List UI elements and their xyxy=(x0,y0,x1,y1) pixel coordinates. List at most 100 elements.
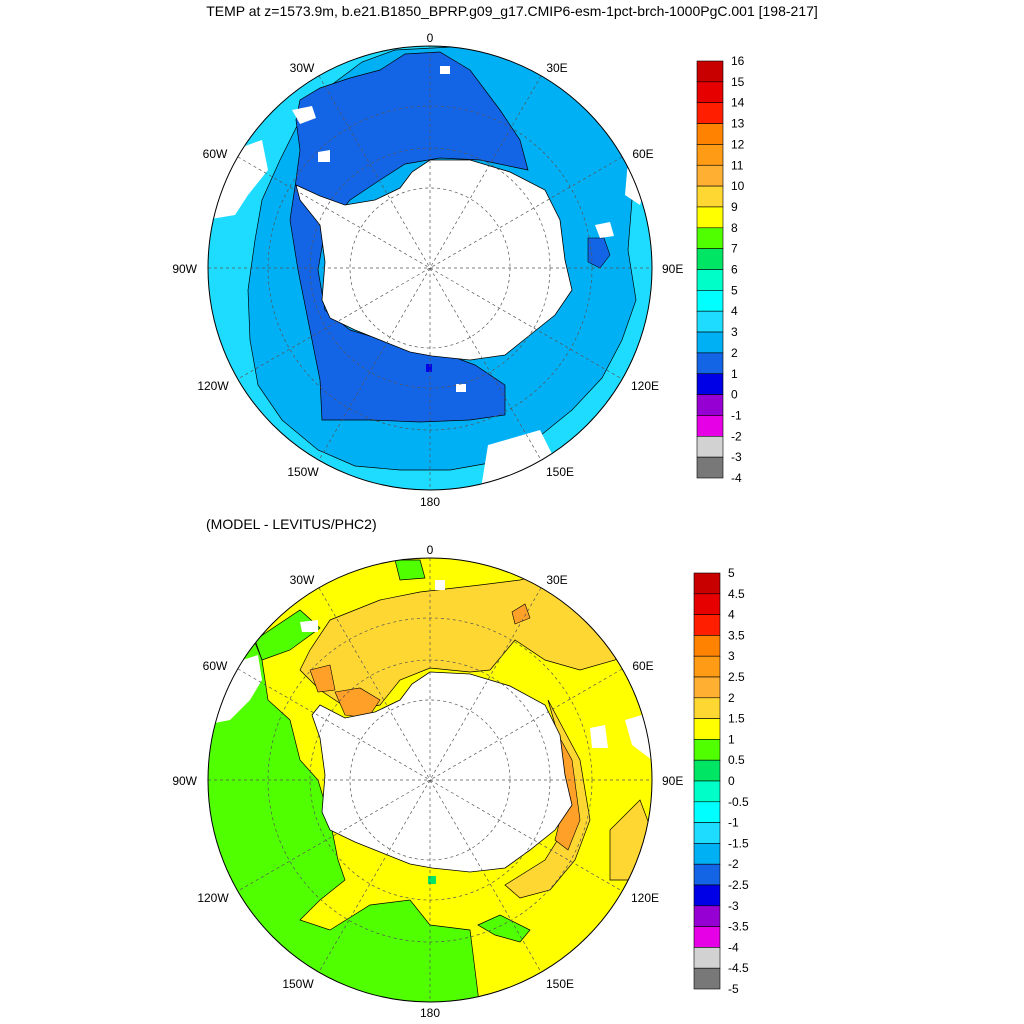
colorbar-swatch xyxy=(696,102,724,124)
lon-label-60w: 60W xyxy=(203,147,228,161)
map-boundary xyxy=(207,45,653,491)
colorbar-swatch xyxy=(693,614,721,636)
colorbar-swatch xyxy=(693,676,721,699)
colorbar-label: 1.5 xyxy=(728,712,745,726)
ocean-1-2-patch-east xyxy=(587,237,611,269)
colorbar-label: 14 xyxy=(731,96,745,110)
colorbar-swatch xyxy=(693,593,721,615)
lon-label-180-bottom: 180 xyxy=(420,1006,440,1020)
colorbar-swatch xyxy=(693,863,721,886)
diff-2-2.5-patch-w xyxy=(309,664,336,693)
lon-label-60w-bottom: 60W xyxy=(203,659,228,673)
lon-label-0-bottom: 0 xyxy=(427,543,434,557)
lon-label-120e-bottom: 120E xyxy=(631,891,659,905)
colorbar-label: 2.5 xyxy=(728,670,745,684)
lon-label-150e-bottom: 150E xyxy=(546,977,574,991)
colorbar-label: -5 xyxy=(728,982,739,996)
ocean-1-2-region xyxy=(289,51,529,423)
colorbar-swatch xyxy=(696,144,724,166)
colorbar-label: 1 xyxy=(731,367,738,381)
colorbar-swatch xyxy=(693,635,721,657)
island-nw-bottom xyxy=(300,620,318,632)
colorbar-swatch xyxy=(693,801,721,823)
colorbar-label: -1.5 xyxy=(728,836,749,850)
antarctica-landmass-bottom xyxy=(311,671,573,873)
colorbar-swatch xyxy=(696,248,724,270)
island-nw xyxy=(292,106,316,124)
lon-label-120w: 120W xyxy=(197,379,229,393)
island-n-bottom xyxy=(435,580,445,590)
diff-0.5-1-region xyxy=(208,629,481,1002)
colorbar-label: 15 xyxy=(731,75,745,89)
colorbar-label: 2 xyxy=(731,346,738,360)
lon-label-90e-bottom: 90E xyxy=(662,774,683,788)
colorbar-label: 1 xyxy=(728,732,735,746)
missing-data-ne-small xyxy=(595,222,614,238)
colorbar-swatch xyxy=(696,185,724,208)
diff-1.5-2-region xyxy=(299,569,631,711)
colorbar-label: 6 xyxy=(731,263,738,277)
colorbar-swatch xyxy=(696,227,724,249)
colorbar-swatch xyxy=(693,759,721,782)
graticule-bottom xyxy=(208,558,652,1002)
colorbar-swatch xyxy=(696,331,724,354)
colorbar-swatch xyxy=(696,164,724,187)
colorbar-swatch xyxy=(696,60,724,83)
colorbar-label: 13 xyxy=(731,117,745,131)
colorbar-swatch xyxy=(696,269,724,291)
antarctica-landmass xyxy=(295,159,573,361)
colorbar-swatch xyxy=(693,718,721,740)
colorbar-swatch xyxy=(696,81,724,103)
map-boundary-bottom xyxy=(207,557,653,1003)
colorbar-label: 3 xyxy=(728,649,735,663)
diff-0.5-1-region-ne xyxy=(394,559,426,581)
colorbar-swatch xyxy=(693,780,721,803)
lon-label-120w-bottom: 120W xyxy=(197,891,229,905)
colorbar-label: 0 xyxy=(731,388,738,402)
lon-label-150e: 150E xyxy=(546,465,574,479)
lon-label-150w-bottom: 150W xyxy=(282,977,314,991)
colorbar-label: 3 xyxy=(731,325,738,339)
colorbar-label: 0.5 xyxy=(728,753,745,767)
lon-label-60e-bottom: 60E xyxy=(632,659,653,673)
colorbar-swatch xyxy=(693,843,721,865)
lon-label-90w: 90W xyxy=(172,262,197,276)
colorbar-swatch xyxy=(696,352,724,375)
difference-subtitle: (MODEL - LEVITUS/PHC2) xyxy=(206,516,377,532)
colorbar-label: 10 xyxy=(731,179,745,193)
colorbar-swatch xyxy=(693,572,721,595)
colorbar-label: -4.5 xyxy=(728,961,749,975)
diff-0.5-1-region-s xyxy=(477,914,531,943)
colorbar-swatch xyxy=(696,394,724,416)
lon-label-30e-bottom: 30E xyxy=(546,573,567,587)
colorbar-swatch xyxy=(693,884,721,907)
colorbar-label: 4 xyxy=(728,608,735,622)
colorbar-label: -3.5 xyxy=(728,920,749,934)
colorbar-label: 9 xyxy=(731,200,738,214)
graticule xyxy=(208,46,652,490)
colorbar-swatch xyxy=(696,206,724,229)
colorbar-label: -3 xyxy=(731,450,742,464)
island-s xyxy=(456,384,466,392)
diff-2-2.5-patch-wm xyxy=(334,687,381,719)
colorbar-label: -2 xyxy=(728,857,739,871)
island-nw-2 xyxy=(318,150,330,162)
figure-title: TEMP at z=1573.9m, b.e21.B1850_BPRP.g09_… xyxy=(206,3,818,19)
colorbar-label: 4 xyxy=(731,304,738,318)
colorbar-swatch xyxy=(696,435,724,458)
colorbar-swatch xyxy=(696,310,724,333)
colorbar-swatch xyxy=(693,926,721,948)
ocean-0-1-patch xyxy=(426,364,432,372)
colorbar-label: 4.5 xyxy=(728,587,745,601)
colorbar-label: -2.5 xyxy=(728,878,749,892)
colorbar-label: 7 xyxy=(731,242,738,256)
colorbar-swatch xyxy=(693,655,721,678)
difference-map: 0 30E 60E 90E 120E 150E 180 150W 120W 90… xyxy=(172,543,683,1020)
lon-label-30w-bottom: 30W xyxy=(290,573,315,587)
lon-label-120e: 120E xyxy=(631,379,659,393)
colorbar-label: 5 xyxy=(731,283,738,297)
colorbar-swatch xyxy=(693,947,721,969)
lon-label-90e: 90E xyxy=(662,262,683,276)
